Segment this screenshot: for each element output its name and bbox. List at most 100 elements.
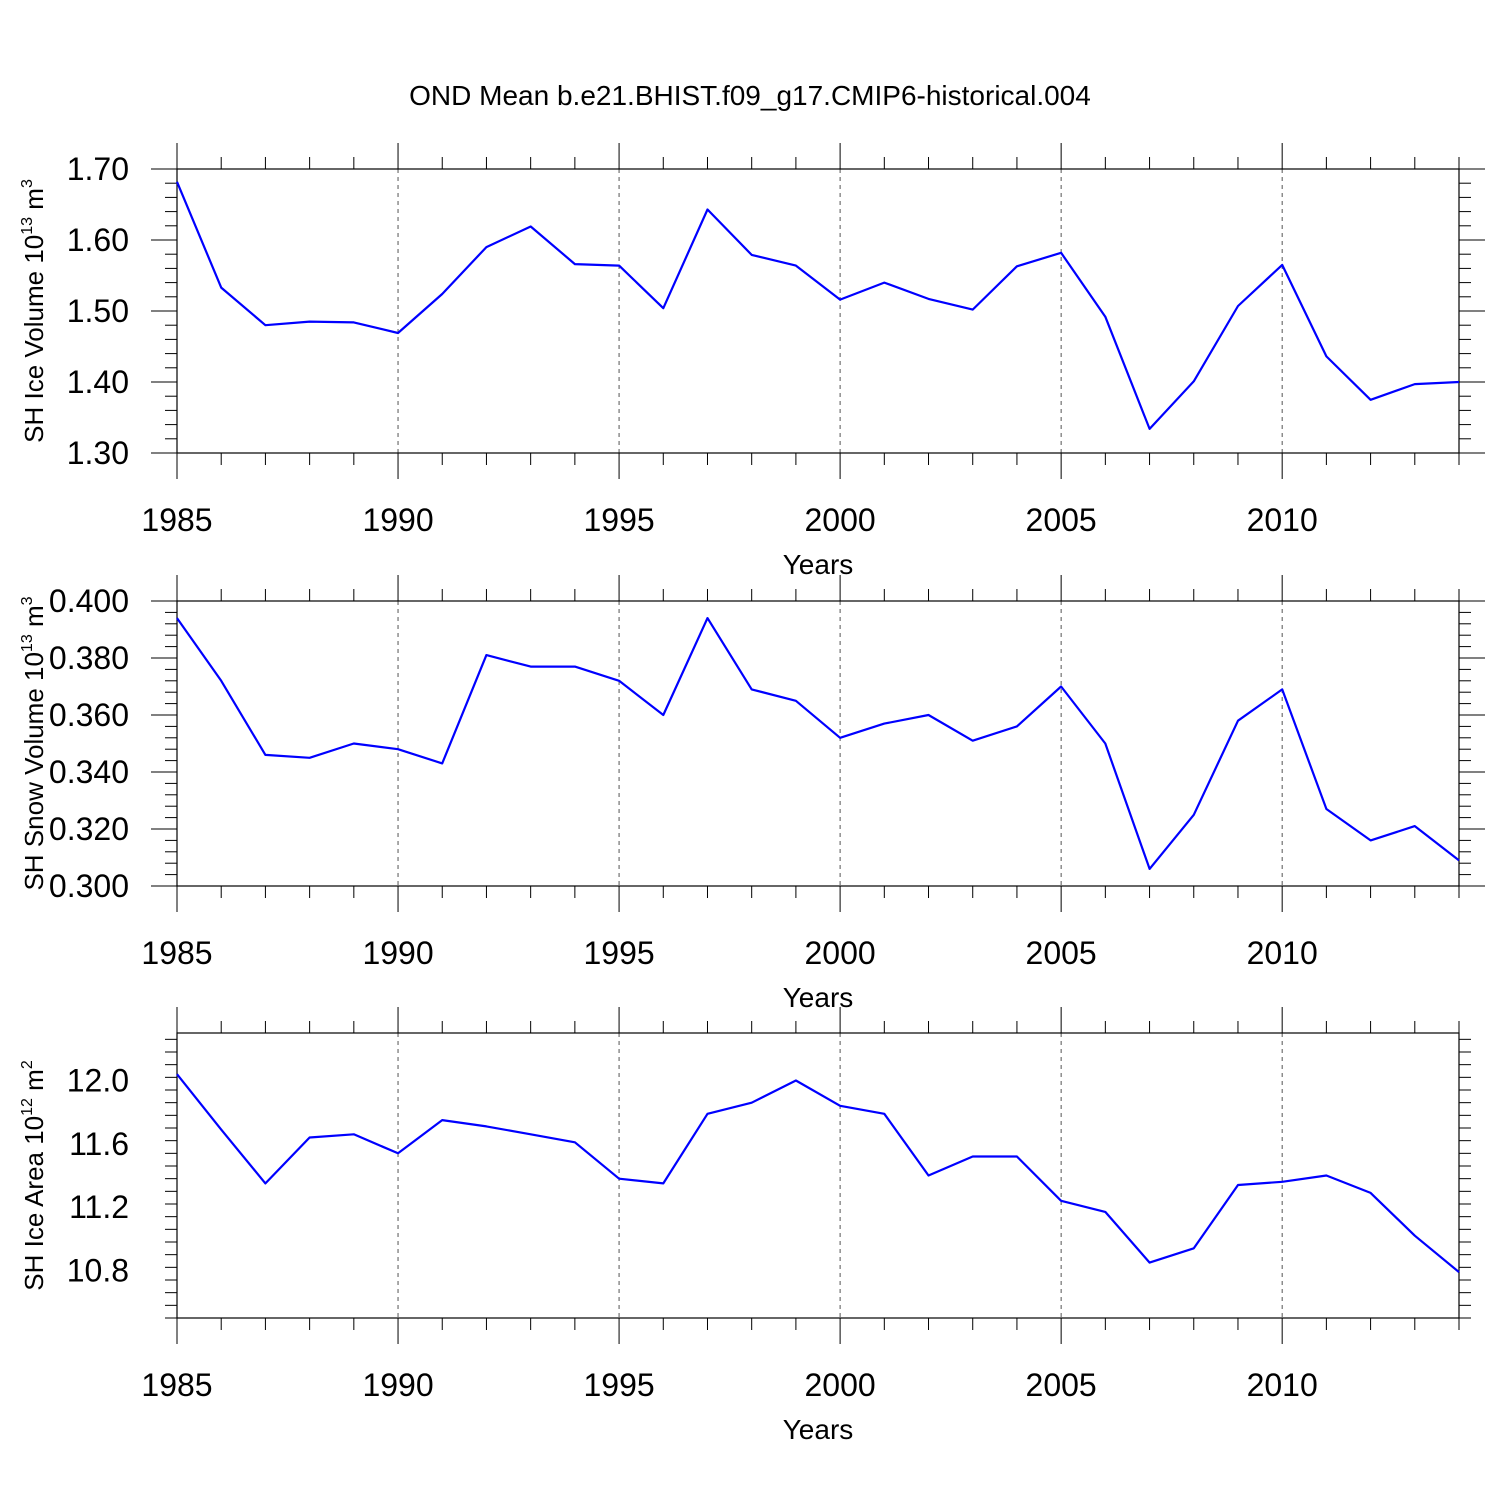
xtick-label: 2005 [1026, 1367, 1097, 1403]
data-point-1996 [662, 1182, 664, 1184]
data-point-2005 [1060, 1200, 1062, 1202]
data-point-2010 [1281, 264, 1283, 266]
ytick-label: 0.300 [49, 868, 129, 904]
xtick-label: 2010 [1247, 935, 1318, 971]
data-point-2010 [1281, 688, 1283, 690]
data-point-1999 [795, 265, 797, 267]
data-point-2003 [972, 309, 974, 311]
data-point-2001 [883, 1113, 885, 1115]
xtick-label: 2010 [1247, 502, 1318, 538]
data-point-2011 [1325, 1175, 1327, 1177]
data-point-2002 [928, 714, 930, 716]
plot-frame [176, 1032, 1460, 1319]
data-point-1988 [309, 321, 311, 323]
ytick-label: 0.340 [49, 754, 129, 790]
data-point-1994 [574, 666, 576, 668]
xtick-label: 1990 [362, 935, 433, 971]
data-point-2003 [972, 740, 974, 742]
panel-ice-area: 10.8 11.2 11.6 12.0 1985 1990 1995 2000 2005 2010… [19, 1007, 1471, 1445]
x-axis-label: Years [783, 982, 854, 1013]
data-point-2011 [1325, 808, 1327, 810]
xtick-label: 1995 [583, 935, 654, 971]
data-point-1994 [574, 1141, 576, 1143]
data-point-2003 [972, 1156, 974, 1158]
data-point-1996 [662, 714, 664, 716]
data-point-2006 [1104, 743, 1106, 745]
data-point-1991 [441, 762, 443, 764]
data-point-1997 [706, 208, 708, 210]
data-point-2009 [1237, 305, 1239, 307]
data-point-2002 [928, 1175, 930, 1177]
ytick-label: 0.360 [49, 697, 129, 733]
data-point-2007 [1149, 428, 1151, 430]
data-point-2004 [1016, 725, 1018, 727]
ytick-label: 1.30 [67, 435, 129, 471]
y-axis-label: SH Snow Volume 1013 m3 [19, 596, 49, 890]
data-point-2012 [1370, 399, 1372, 401]
data-point-1996 [662, 307, 664, 309]
data-point-1992 [485, 246, 487, 248]
xtick-label: 2005 [1026, 935, 1097, 971]
panel-ice-volume: 1.30 1.40 1.50 1.60 1.70 1985 1990 1995 2000 2005… [19, 143, 1485, 580]
xtick-label: 1990 [362, 502, 433, 538]
data-point-1992 [485, 654, 487, 656]
data-point-2005 [1060, 686, 1062, 688]
data-point-1998 [751, 1102, 753, 1104]
data-point-1995 [618, 265, 620, 267]
data-point-1995 [618, 680, 620, 682]
panel-snow-volume: 0.300 0.320 0.340 0.360 0.380 0.400 1985 1990 19… [19, 575, 1485, 1013]
data-point-2008 [1193, 380, 1195, 382]
ytick-label: 0.380 [49, 640, 129, 676]
series-line-ice-area [176, 1073, 1460, 1273]
ytick-label: 11.2 [69, 1189, 129, 1225]
data-point-2001 [883, 723, 885, 725]
data-point-1998 [751, 254, 753, 256]
data-point-2014 [1458, 859, 1460, 861]
data-point-1994 [574, 263, 576, 265]
data-point-1986 [220, 1129, 222, 1131]
data-point-1990 [397, 332, 399, 334]
ytick-label: 1.70 [67, 151, 129, 187]
data-point-2000 [839, 737, 841, 739]
data-point-2014 [1458, 381, 1460, 383]
ytick-label: 1.40 [67, 364, 129, 400]
ytick-label: 0.320 [49, 811, 129, 847]
data-point-2004 [1016, 1156, 1018, 1158]
ytick-label: 10.8 [67, 1253, 129, 1289]
data-point-1997 [706, 1113, 708, 1115]
ytick-label: 12.0 [67, 1063, 129, 1099]
data-point-1991 [441, 1119, 443, 1121]
data-point-1987 [264, 1182, 266, 1184]
data-point-2013 [1414, 825, 1416, 827]
data-point-2006 [1104, 316, 1106, 318]
data-point-1989 [353, 743, 355, 745]
xtick-label: 2000 [805, 1367, 876, 1403]
data-point-2014 [1458, 1271, 1460, 1273]
xtick-label: 1985 [141, 502, 212, 538]
data-point-2005 [1060, 252, 1062, 254]
data-point-2006 [1104, 1211, 1106, 1213]
data-point-2013 [1414, 1235, 1416, 1237]
xtick-label: 1985 [141, 935, 212, 971]
data-point-1989 [353, 1133, 355, 1135]
data-point-2012 [1370, 1192, 1372, 1194]
data-point-2008 [1193, 814, 1195, 816]
data-point-2001 [883, 282, 885, 284]
data-point-1995 [618, 1178, 620, 1180]
data-point-1990 [397, 748, 399, 750]
data-point-1986 [220, 287, 222, 289]
xtick-label: 2005 [1026, 502, 1097, 538]
data-point-1997 [706, 617, 708, 619]
data-point-2004 [1016, 265, 1018, 267]
xtick-label: 1985 [141, 1367, 212, 1403]
xtick-label: 1990 [362, 1367, 433, 1403]
data-point-2007 [1149, 868, 1151, 870]
ytick-label: 0.400 [49, 583, 129, 619]
ytick-label: 1.60 [67, 222, 129, 258]
data-point-1999 [795, 1080, 797, 1082]
data-point-1992 [485, 1125, 487, 1127]
data-point-2011 [1325, 355, 1327, 357]
data-point-1993 [530, 666, 532, 668]
xtick-label: 2010 [1247, 1367, 1318, 1403]
